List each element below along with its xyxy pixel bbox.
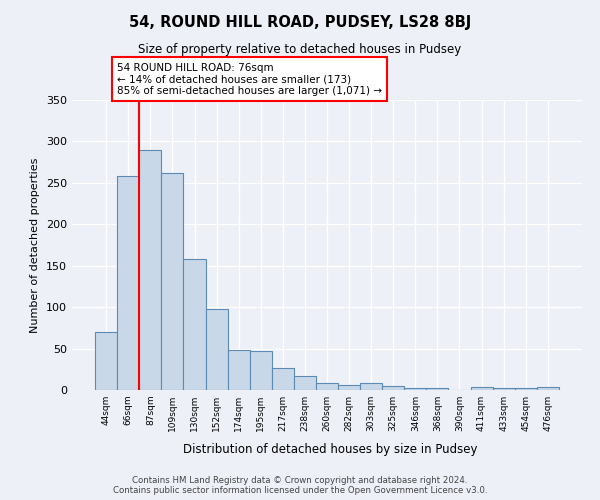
Bar [316,382,338,390]
Text: 54, ROUND HILL ROAD, PUDSEY, LS28 8BJ: 54, ROUND HILL ROAD, PUDSEY, LS28 8BJ [129,15,471,30]
Text: Size of property relative to detached houses in Pudsey: Size of property relative to detached ho… [139,42,461,56]
Bar [95,332,117,390]
Text: Contains HM Land Registry data © Crown copyright and database right 2024.
Contai: Contains HM Land Registry data © Crown c… [113,476,487,495]
Bar [427,388,448,390]
Bar [272,368,294,390]
Bar [360,382,382,390]
Y-axis label: Number of detached properties: Number of detached properties [31,158,40,332]
Text: 54 ROUND HILL ROAD: 76sqm
← 14% of detached houses are smaller (173)
85% of semi: 54 ROUND HILL ROAD: 76sqm ← 14% of detac… [117,62,382,96]
Bar [250,351,272,390]
Bar [161,173,184,390]
Bar [117,176,139,390]
Bar [515,388,537,390]
Bar [493,388,515,390]
Bar [184,259,206,390]
Bar [470,386,493,390]
Text: Distribution of detached houses by size in Pudsey: Distribution of detached houses by size … [183,442,477,456]
Bar [338,385,360,390]
Bar [139,150,161,390]
Bar [537,386,559,390]
Bar [404,388,427,390]
Bar [227,350,250,390]
Bar [206,309,227,390]
Bar [294,376,316,390]
Bar [382,386,404,390]
